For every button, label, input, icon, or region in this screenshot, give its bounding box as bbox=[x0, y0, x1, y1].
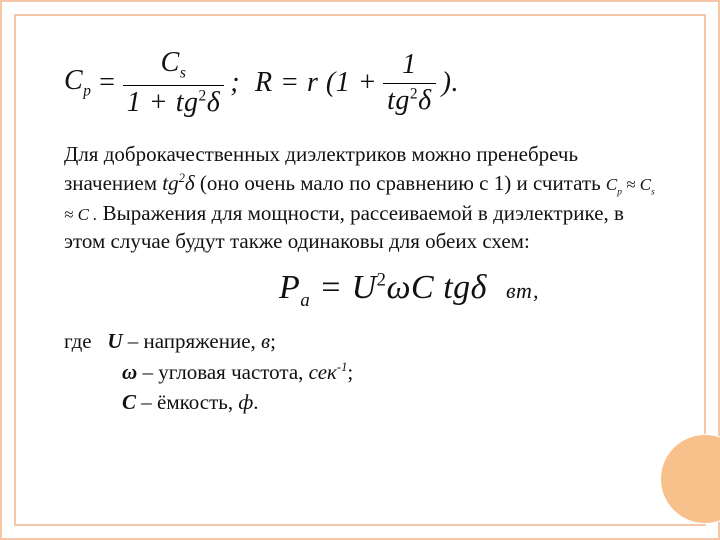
inline-tg2delta: tg2δ bbox=[162, 171, 194, 195]
fraction-1: Cs 1 + tg2δ bbox=[123, 48, 224, 118]
formula-tail: ). bbox=[442, 67, 459, 99]
definitions: где U – напряжение, в; ω – угловая часто… bbox=[64, 326, 664, 417]
formula-power: Pa = U2ωC tgδ вт, bbox=[154, 269, 664, 312]
cp-symbol: Cp bbox=[64, 65, 91, 101]
slide-content: Cp = Cs 1 + tg2δ ; R = r (1 + 1 tg2δ ). … bbox=[16, 16, 704, 524]
formula-main: Cp = Cs 1 + tg2δ ; R = r (1 + 1 tg2δ ). bbox=[64, 48, 664, 118]
equals-1: = bbox=[97, 67, 116, 99]
def-u: где U – напряжение, в; bbox=[64, 326, 664, 356]
fraction-2: 1 tg2δ bbox=[383, 50, 436, 117]
formula-sep: ; R = r (1 + bbox=[230, 67, 377, 99]
body-paragraph: Для доброкачественных диэлектриков можно… bbox=[64, 140, 664, 255]
power-unit: вт, bbox=[506, 278, 539, 303]
def-c: C – ёмкость, ф. bbox=[122, 387, 664, 417]
def-omega: ω – угловая частота, сек-1; bbox=[122, 357, 664, 387]
